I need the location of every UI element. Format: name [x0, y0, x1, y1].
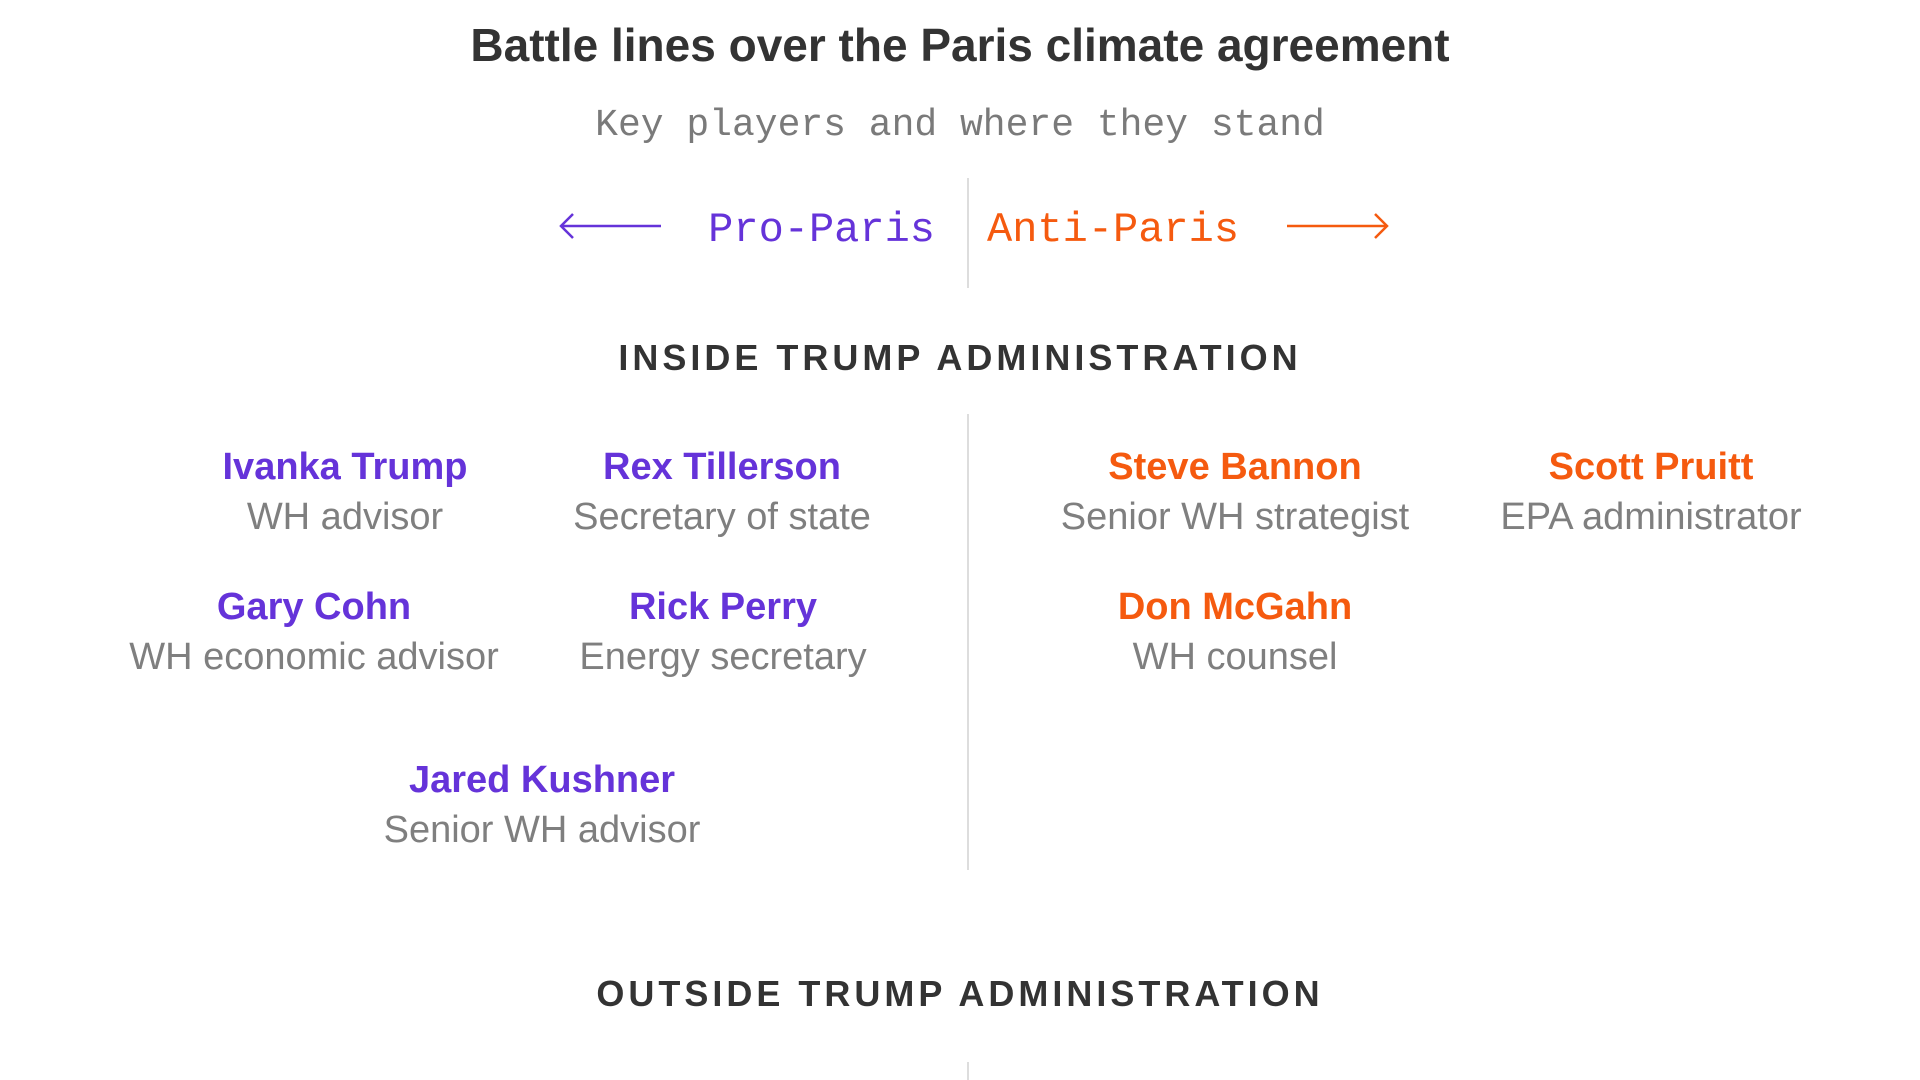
person-name: Don McGahn — [1117, 586, 1353, 628]
person-name: Gary Cohn — [216, 586, 412, 628]
outside-divider — [967, 1062, 969, 1080]
person-name: Jared Kushner — [408, 759, 676, 801]
person-jared-kushner: Jared Kushner Senior WH advisor — [312, 756, 772, 856]
person-role: Secretary of state — [573, 496, 871, 538]
person-name: Steve Bannon — [1108, 446, 1362, 488]
left-arrow-icon — [559, 213, 661, 239]
person-name: Rick Perry — [628, 586, 817, 628]
inside-divider — [967, 414, 969, 870]
person-role: Energy secretary — [579, 636, 867, 678]
person-role: WH advisor — [246, 496, 444, 538]
right-arrow-icon — [1287, 213, 1389, 239]
anti-paris-label: Anti-Paris — [987, 206, 1240, 254]
section-heading-inside: INSIDE TRUMP ADMINISTRATION — [618, 337, 1302, 378]
pro-paris-label: Pro-Paris — [708, 206, 935, 254]
person-role: EPA administrator — [1500, 496, 1802, 538]
person-name: Ivanka Trump — [222, 446, 468, 488]
person-name: Scott Pruitt — [1548, 446, 1754, 488]
person-don-mcgahn: Don McGahn WH counsel — [1005, 583, 1465, 683]
legend-divider — [967, 178, 969, 288]
person-role: WH economic advisor — [129, 636, 499, 678]
person-role: Senior WH strategist — [1060, 496, 1410, 538]
person-ivanka-trump: Ivanka Trump WH advisor — [115, 443, 575, 543]
person-rick-perry: Rick Perry Energy secretary — [493, 583, 953, 683]
person-scott-pruitt: Scott Pruitt EPA administrator — [1421, 443, 1881, 543]
person-steve-bannon: Steve Bannon Senior WH strategist — [1005, 443, 1465, 543]
person-role: Senior WH advisor — [383, 809, 701, 851]
person-name: Rex Tillerson — [603, 446, 841, 488]
chart-title: Battle lines over the Paris climate agre… — [470, 19, 1450, 71]
chart-subtitle: Key players and where they stand — [595, 104, 1325, 147]
person-rex-tillerson: Rex Tillerson Secretary of state — [492, 443, 952, 543]
person-role: WH counsel — [1132, 636, 1338, 678]
person-gary-cohn: Gary Cohn WH economic advisor — [84, 583, 544, 683]
section-heading-outside: OUTSIDE TRUMP ADMINISTRATION — [596, 973, 1324, 1014]
